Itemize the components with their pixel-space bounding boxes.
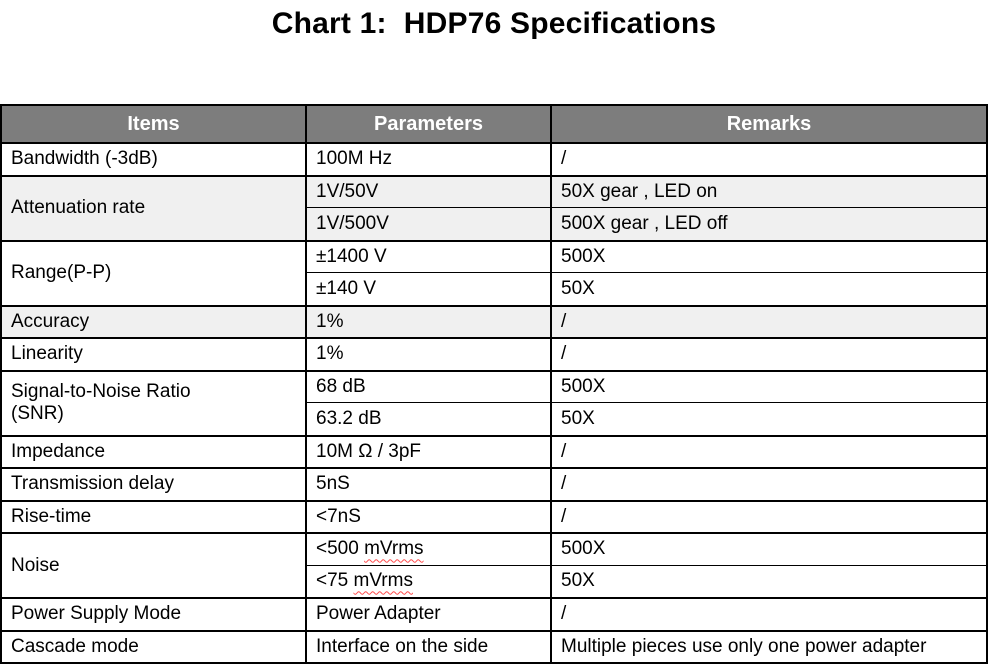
remark-cell: Multiple pieces use only one power adapt… bbox=[550, 629, 986, 662]
remark-cell: / bbox=[550, 499, 986, 532]
remark-cell: 500X bbox=[550, 239, 986, 272]
remark-cell: 500X bbox=[550, 532, 986, 565]
parameter-cell: 1V/500V bbox=[305, 207, 550, 240]
header-cell-items: Items bbox=[2, 106, 305, 142]
item-cell-snr: Signal-to-Noise Ratio (SNR) bbox=[2, 369, 305, 435]
item-cell-accuracy: Accuracy bbox=[2, 304, 305, 337]
remark-cell: / bbox=[550, 142, 986, 175]
specifications-table: Items Parameters Remarks Bandwidth (-3dB… bbox=[0, 104, 988, 664]
remark-cell: / bbox=[550, 467, 986, 500]
parameter-cell: ±1400 V bbox=[305, 239, 550, 272]
parameter-cell: 1% bbox=[305, 337, 550, 370]
parameter-cell: Power Adapter bbox=[305, 597, 550, 630]
remark-cell: 500X gear , LED off bbox=[550, 207, 986, 240]
item-cell-transmission-delay: Transmission delay bbox=[2, 467, 305, 500]
page-title: Chart 1: HDP76 Specifications bbox=[271, 7, 717, 40]
item-cell-bandwidth: Bandwidth (-3dB) bbox=[2, 142, 305, 175]
parameter-cell: 63.2 dB bbox=[305, 402, 550, 435]
item-cell-rise-time: Rise-time bbox=[2, 499, 305, 532]
remark-cell: 50X bbox=[550, 272, 986, 305]
parameter-text: <500 mVrms bbox=[316, 538, 424, 560]
spellcheck-word: mVrms bbox=[353, 570, 413, 592]
spellcheck-word: mVrms bbox=[364, 538, 424, 560]
parameter-cell: ±140 V bbox=[305, 272, 550, 305]
item-cell-attenuation-rate: Attenuation rate bbox=[2, 174, 305, 240]
parameter-cell: 5nS bbox=[305, 467, 550, 500]
item-cell-power-supply-mode: Power Supply Mode bbox=[2, 597, 305, 630]
parameter-cell: Interface on the side bbox=[305, 629, 550, 662]
parameter-text: <75 mVrms bbox=[316, 570, 413, 592]
parameter-cell: <500 mVrms bbox=[305, 532, 550, 565]
remark-cell: / bbox=[550, 597, 986, 630]
remark-cell: 50X gear , LED on bbox=[550, 174, 986, 207]
parameter-cell: <7nS bbox=[305, 499, 550, 532]
header-cell-parameters: Parameters bbox=[305, 106, 550, 142]
parameter-cell: 68 dB bbox=[305, 369, 550, 402]
item-cell-noise: Noise bbox=[2, 532, 305, 597]
remark-cell: 500X bbox=[550, 369, 986, 402]
item-cell-linearity: Linearity bbox=[2, 337, 305, 370]
remark-cell: 50X bbox=[550, 564, 986, 597]
item-cell-range: Range(P-P) bbox=[2, 239, 305, 305]
parameter-cell: 100M Hz bbox=[305, 142, 550, 175]
item-cell-cascade-mode: Cascade mode bbox=[2, 629, 305, 662]
header-cell-remarks: Remarks bbox=[550, 106, 986, 142]
parameter-cell: <75 mVrms bbox=[305, 564, 550, 597]
parameter-cell: 1% bbox=[305, 304, 550, 337]
remark-cell: / bbox=[550, 434, 986, 467]
parameter-cell: 1V/50V bbox=[305, 174, 550, 207]
remark-cell: 50X bbox=[550, 402, 986, 435]
remark-cell: / bbox=[550, 304, 986, 337]
item-cell-impedance: Impedance bbox=[2, 434, 305, 467]
parameter-cell: 10M Ω / 3pF bbox=[305, 434, 550, 467]
remark-cell: / bbox=[550, 337, 986, 370]
